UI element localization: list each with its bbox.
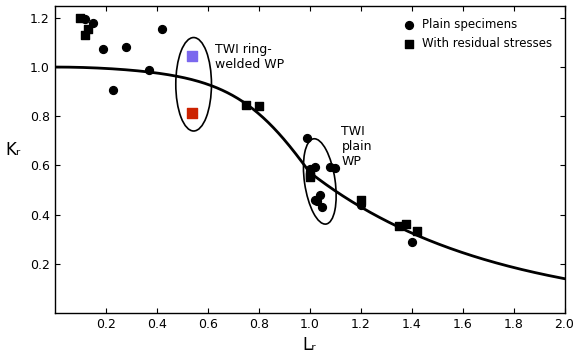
- Plain specimens: [310, 164, 320, 170]
- With residual stresses: [81, 32, 90, 38]
- With residual stresses: [356, 197, 365, 203]
- Plain specimens: [310, 197, 320, 203]
- With residual stresses: [83, 26, 92, 32]
- Text: TWI
plain
WP: TWI plain WP: [342, 126, 372, 168]
- Y-axis label: Kᵣ: Kᵣ: [6, 141, 21, 159]
- With residual stresses: [241, 102, 251, 108]
- Plain specimens: [121, 45, 130, 50]
- With residual stresses: [412, 228, 421, 234]
- Plain specimens: [356, 202, 365, 208]
- Plain specimens: [144, 67, 154, 72]
- With residual stresses: [254, 104, 263, 109]
- Plain specimens: [99, 46, 108, 51]
- Plain specimens: [331, 165, 340, 171]
- Text: TWI ring-
welded WP: TWI ring- welded WP: [215, 43, 284, 71]
- Plain specimens: [315, 192, 324, 198]
- Plain specimens: [81, 16, 90, 22]
- Plain specimens: [407, 239, 416, 244]
- Plain specimens: [318, 204, 327, 210]
- Plain specimens: [157, 26, 166, 32]
- Point: [188, 53, 197, 59]
- X-axis label: Lᵣ: Lᵣ: [303, 337, 317, 355]
- Point: [188, 110, 197, 116]
- Plain specimens: [88, 20, 97, 26]
- With residual stresses: [75, 15, 85, 21]
- With residual stresses: [402, 222, 411, 228]
- Legend: Plain specimens, With residual stresses: Plain specimens, With residual stresses: [399, 14, 556, 54]
- Plain specimens: [325, 164, 335, 170]
- Plain specimens: [302, 135, 311, 141]
- Plain specimens: [305, 166, 314, 172]
- Plain specimens: [108, 87, 118, 93]
- With residual stresses: [305, 172, 314, 178]
- With residual stresses: [394, 223, 404, 229]
- With residual stresses: [305, 174, 314, 179]
- Plain specimens: [313, 198, 322, 204]
